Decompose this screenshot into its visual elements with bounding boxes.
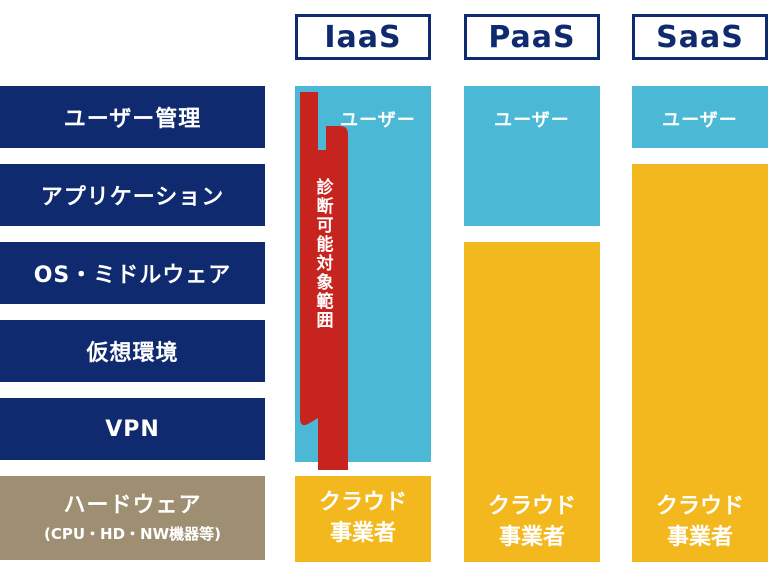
layer-label: VPN [105,416,160,442]
header-saas: SaaS [632,14,768,60]
header-label: IaaS [324,19,402,55]
layer-os-middleware: OS・ミドルウェア [0,242,265,304]
layer-label: アプリケーション [40,185,225,210]
vendor-label-line1: クラウド [318,490,407,516]
scope-label: 診断可能対象範囲 [312,178,333,330]
saas-user-block: ユーザー [632,86,768,148]
vendor-label-line2: 事業者 [498,525,565,551]
header-paas: PaaS [464,14,600,60]
user-label: ユーザー [340,110,416,131]
layer-label: ユーザー管理 [63,107,202,132]
user-label: ユーザー [662,110,738,131]
layer-label: 仮想環境 [86,341,179,366]
scope-bracket-shape [300,92,348,470]
vendor-label-line2: 事業者 [329,521,396,546]
layer-application: アプリケーション [0,164,265,226]
layer-label: OS・ミドルウェア [33,263,232,288]
hardware-sublabel: (CPU・HD・NW機器等) [44,525,221,544]
paas-vendor-block: クラウド 事業者 [464,242,600,562]
vendor-label-line1: クラウド [655,494,744,520]
header-label: PaaS [488,19,576,55]
header-iaas: IaaS [295,14,431,60]
layer-vpn: VPN [0,398,265,460]
layer-hardware: ハードウェア (CPU・HD・NW機器等) [0,476,265,560]
layer-virtualization: 仮想環境 [0,320,265,382]
header-label: SaaS [656,19,744,55]
hardware-label: ハードウェア [63,492,202,518]
user-label: ユーザー [494,110,570,131]
vendor-label-line1: クラウド [487,494,576,520]
scope-bracket-top [300,92,318,132]
paas-user-block: ユーザー [464,86,600,226]
layer-user-management: ユーザー管理 [0,86,265,148]
saas-vendor-block: クラウド 事業者 [632,164,768,562]
iaas-vendor-block: クラウド 事業者 [295,476,431,562]
vendor-label-line2: 事業者 [666,525,733,551]
